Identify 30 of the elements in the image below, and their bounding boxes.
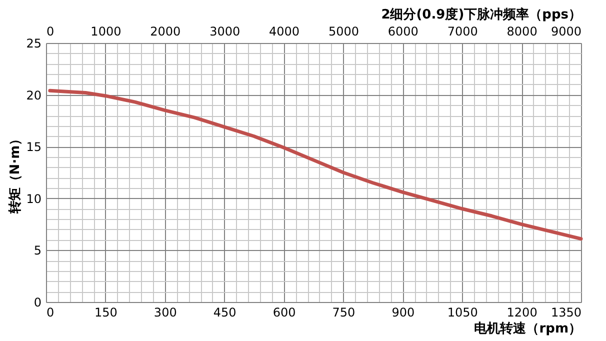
x-axis-title: 电机转速（rpm） bbox=[474, 322, 582, 336]
x-tick-label: 300 bbox=[154, 306, 177, 320]
y-tick-label: 25 bbox=[26, 36, 42, 50]
x2-tick-label: 5000 bbox=[328, 24, 359, 38]
x2-tick-label: 1000 bbox=[90, 24, 122, 38]
x-tick-label: 450 bbox=[213, 306, 236, 320]
x-tick-label: 1050 bbox=[447, 306, 478, 320]
y-axis-title: 转矩（N·m） bbox=[8, 132, 24, 215]
x2-tick-label: 7000 bbox=[447, 24, 478, 38]
x2-tick-label: 8000 bbox=[506, 24, 538, 38]
x2-tick-label: 0 bbox=[46, 24, 54, 38]
y-tick-label: 15 bbox=[26, 140, 42, 154]
x2-tick-label: 9000 bbox=[550, 24, 582, 38]
line-series bbox=[48, 88, 583, 241]
y-tick-label: 0 bbox=[34, 296, 42, 310]
x-tick-label: 1200 bbox=[506, 306, 538, 320]
x-tick-label: 1350 bbox=[550, 306, 582, 320]
x2-axis-title: 2细分(0.9度)下脉冲频率（pps） bbox=[381, 6, 582, 22]
y-tick-label: 20 bbox=[26, 88, 42, 102]
x-tick-label: 150 bbox=[94, 306, 118, 320]
x2-tick-label: 2000 bbox=[150, 24, 181, 38]
x-tick-label: 750 bbox=[332, 306, 356, 320]
x-tick-label: 600 bbox=[272, 306, 296, 320]
y-tick-label: 5 bbox=[34, 244, 42, 258]
y-tick-label: 10 bbox=[26, 192, 42, 206]
x2-tick-label: 4000 bbox=[269, 24, 300, 38]
x2-tick-label: 6000 bbox=[388, 24, 418, 38]
x-tick-label: 0 bbox=[46, 306, 54, 320]
x-tick-label: 900 bbox=[392, 306, 415, 320]
x2-tick-label: 3000 bbox=[210, 24, 240, 38]
